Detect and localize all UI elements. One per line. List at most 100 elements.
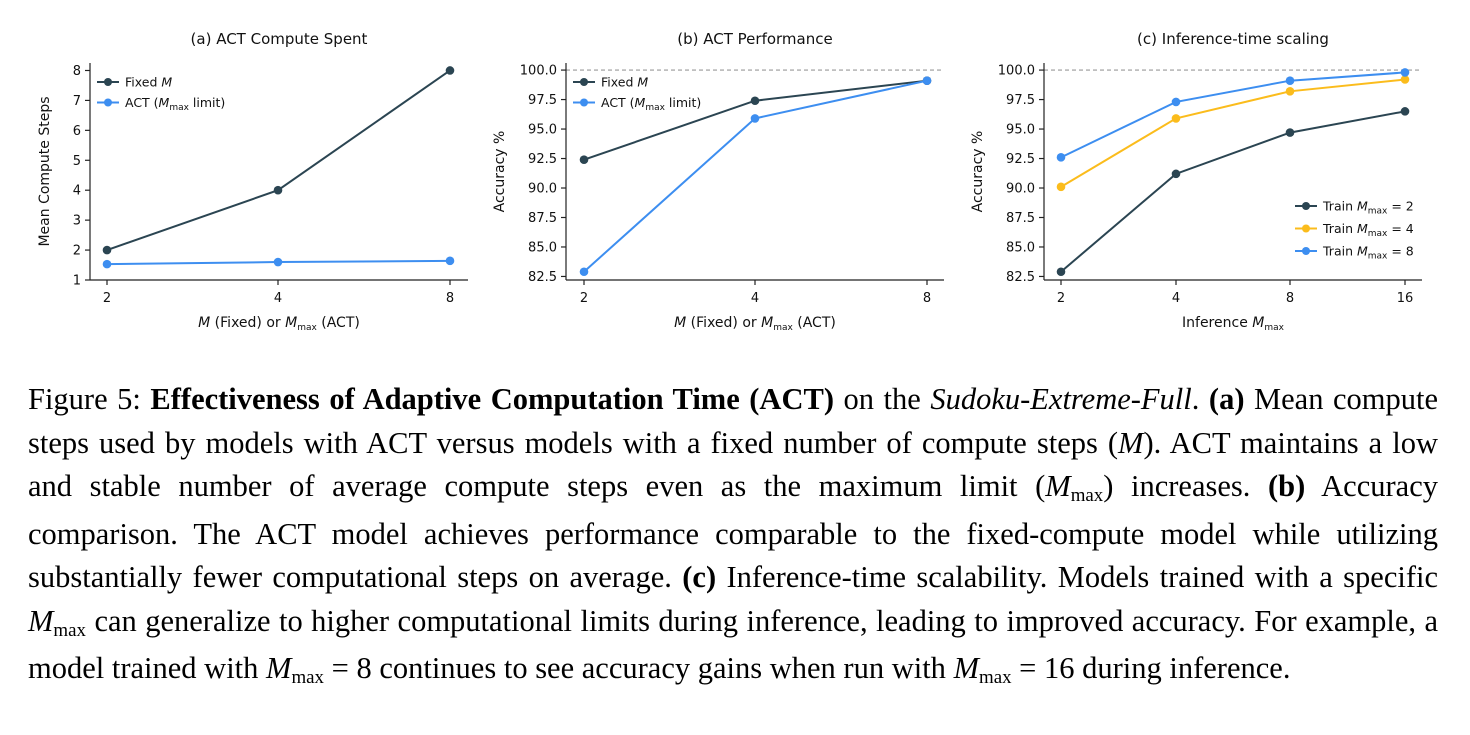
x-axis-label-math: M <box>674 315 686 331</box>
y-tick-label: 1 <box>73 274 81 289</box>
y-tick-label: 7 <box>73 94 81 109</box>
chart-title: (c) Inference-time scaling <box>1137 30 1329 48</box>
x-axis-label: M (Fixed) or Mmax (ACT) <box>198 315 360 333</box>
legend-label-math: M <box>637 75 648 90</box>
data-point <box>1171 169 1181 179</box>
y-tick-label: 3 <box>73 214 81 229</box>
series-line <box>1060 78 1406 188</box>
y-tick-label: 95.0 <box>528 123 557 138</box>
legend-label-text: limit) <box>189 95 225 110</box>
caption-math-sub: max <box>978 667 1012 689</box>
legend-label: Fixed M <box>125 75 172 90</box>
caption-title: Effectiveness of Adaptive Computation Ti… <box>150 382 834 416</box>
data-point <box>579 155 589 165</box>
caption-tag-c: (c) <box>682 560 717 594</box>
data-point <box>445 256 455 266</box>
legend-label-text: ACT ( <box>125 95 159 110</box>
x-tick-label: 2 <box>580 291 588 306</box>
x-axis-label-math: M <box>285 315 297 331</box>
legend-label-text: Fixed <box>601 75 637 90</box>
caption-math-sub: max <box>291 667 324 689</box>
x-axis-label: M (Fixed) or Mmax (ACT) <box>674 315 836 333</box>
x-axis-label-sub: max <box>297 323 317 333</box>
chart-title: (b) ACT Performance <box>677 30 832 48</box>
caption-math: M <box>1045 469 1071 503</box>
x-axis-label-text: (Fixed) or <box>686 315 761 331</box>
series-line <box>1060 110 1406 273</box>
caption-text-a: Mean compute steps used by models with A… <box>28 382 1438 460</box>
x-axis-label-math: M <box>761 315 773 331</box>
caption-label: Figure 5: <box>28 382 151 416</box>
legend-label-text: ACT ( <box>601 95 635 110</box>
legend-label-text: Train <box>1322 244 1357 259</box>
legend-marker <box>580 98 588 107</box>
caption-text-c: can generalize to higher computational l… <box>28 603 1438 686</box>
legend-label-text: = 8 <box>1387 244 1413 259</box>
y-axis-label: Mean Compute Steps <box>37 96 53 246</box>
caption-math-sub: max <box>53 619 86 641</box>
caption-tag-b: (b) <box>1267 469 1306 503</box>
chart-title: (a) ACT Compute Spent <box>191 30 368 48</box>
data-point <box>1171 114 1181 123</box>
legend-label: Train Mmax = 2 <box>1322 199 1414 217</box>
caption-text-a: ). ACT maintains a low and stable number… <box>28 425 1438 504</box>
data-point <box>750 114 760 123</box>
legend-marker <box>1302 224 1310 233</box>
data-point <box>1171 97 1181 107</box>
x-axis-label-math: M <box>1252 315 1264 331</box>
legend-label-text: limit) <box>665 95 701 110</box>
y-tick-label: 97.5 <box>1006 93 1035 108</box>
data-point <box>1400 75 1410 84</box>
legend-marker <box>104 98 112 107</box>
y-tick-label: 85.0 <box>528 240 557 255</box>
legend-label-sub: max <box>169 103 189 113</box>
caption-text: on the <box>833 382 931 416</box>
legend-label: Fixed M <box>601 75 648 90</box>
x-axis-label-text: Inference <box>1182 315 1252 331</box>
legend-label-text: = 4 <box>1387 221 1413 236</box>
caption-math-sub: max <box>1070 485 1104 507</box>
y-tick-label: 85.0 <box>1006 240 1035 255</box>
y-tick-label: 92.5 <box>528 152 557 167</box>
chart-panel-c: (c) Inference-time scaling 82.5 85.0 87.5 90… <box>970 30 1422 333</box>
data-point <box>1285 87 1295 96</box>
x-axis-label: Inference Mmax <box>1182 315 1285 333</box>
x-axis-label-text: (ACT) <box>317 315 360 331</box>
data-point <box>750 96 760 106</box>
series-line <box>1060 71 1406 159</box>
data-point <box>102 259 112 269</box>
x-axis-label-sub: max <box>1264 323 1284 333</box>
caption-text-c: = 8 continues to see accuracy gains when… <box>324 651 954 685</box>
legend-label-math: M <box>161 75 172 90</box>
y-tick-label: 87.5 <box>528 211 557 226</box>
legend-label-math: M <box>159 95 170 110</box>
data-point <box>1285 76 1295 85</box>
caption-text-b: Accuracy comparison. The ACT model achie… <box>28 469 1438 594</box>
legend-label: ACT (Mmax limit) <box>125 95 225 113</box>
x-tick-label: 8 <box>923 291 931 306</box>
y-tick-label: 5 <box>73 154 81 169</box>
x-axis-label-math: M <box>198 315 210 331</box>
legend-label-text: Train <box>1322 221 1357 236</box>
data-point <box>273 185 283 195</box>
x-tick-label: 4 <box>274 291 282 306</box>
legend-label-text: Fixed <box>125 75 161 90</box>
legend-label-sub: max <box>1368 207 1388 217</box>
x-tick-label: 2 <box>1057 291 1065 306</box>
legend-label-text: = 2 <box>1387 199 1413 214</box>
legend-label: Train Mmax = 8 <box>1322 244 1414 262</box>
y-tick-label: 6 <box>73 124 81 139</box>
x-axis-label-text: (Fixed) or <box>210 315 285 331</box>
data-point <box>102 245 112 255</box>
caption-dataset: Sudoku-Extreme-Full <box>930 382 1192 416</box>
y-tick-label: 82.5 <box>1006 270 1035 285</box>
y-tick-label: 97.5 <box>528 93 557 108</box>
y-tick-label: 87.5 <box>1006 211 1035 226</box>
data-point <box>1056 153 1066 162</box>
caption-text: . <box>1191 382 1209 416</box>
legend-label-math: M <box>635 95 646 110</box>
caption-text-c: = 16 during inference. <box>1011 651 1291 685</box>
y-axis-label: Accuracy % <box>970 131 986 213</box>
y-tick-label: 90.0 <box>528 182 557 197</box>
data-point <box>1285 128 1295 137</box>
